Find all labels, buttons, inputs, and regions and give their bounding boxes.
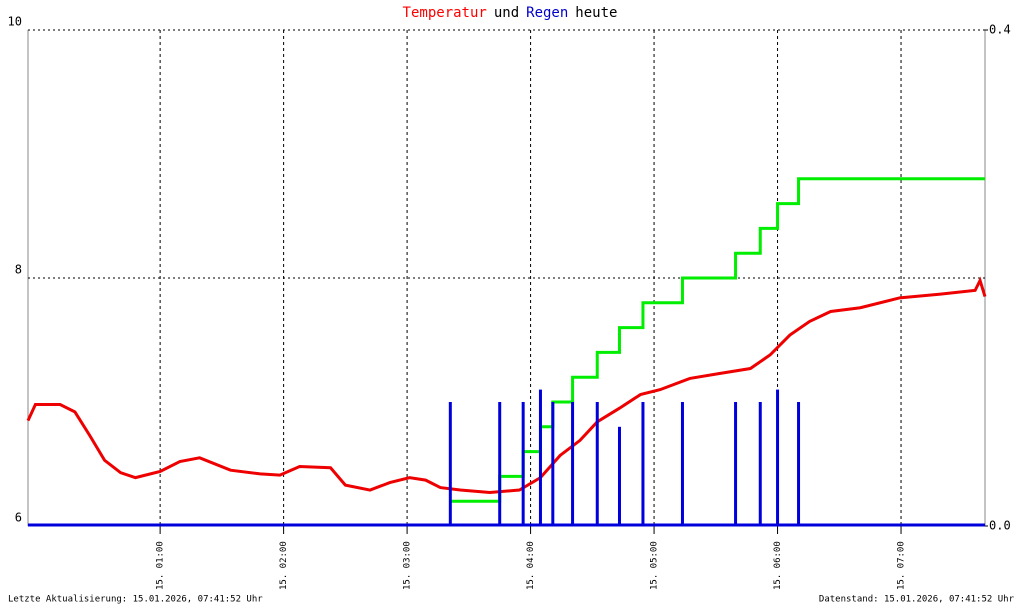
y2-tick-label: 0.4 [989,23,1011,37]
y-tick-label: 6 [15,511,22,525]
title-part: Regen [526,5,568,21]
bar [758,402,762,526]
bar [538,389,542,526]
bar [498,402,502,526]
title-part: heute [575,5,617,21]
x-tick-label: 15. 05:00 [650,541,660,590]
y-tick-label: 10 [8,15,22,29]
title-part: Temperatur [403,5,487,21]
footer-left: Letzte Aktualisierung: 15.01.2026, 07:41… [8,595,263,605]
x-tick-label: 15. 04:00 [526,541,536,590]
x-tick-label: 15. 06:00 [773,541,783,590]
bar [617,426,621,526]
bar [734,402,738,526]
bar [680,402,684,526]
y2-tick-label: 0.0 [989,519,1011,533]
title-part: und [494,5,519,21]
bar [595,402,599,526]
series-line [450,177,985,503]
bar [448,402,452,526]
x-tick-label: 15. 03:00 [403,541,413,590]
x-tick-label: 15. 02:00 [279,541,289,590]
bar [776,389,780,526]
series-line [26,276,987,495]
bar [641,402,645,526]
y-tick-label: 8 [15,263,22,277]
footer-right: Datenstand: 15.01.2026, 07:41:52 Uhr [819,595,1015,605]
bar [551,402,555,526]
bar [797,402,801,526]
x-tick-label: 15. 01:00 [156,541,166,590]
bar [571,402,575,526]
chart-title: Temperatur und Regen heute [403,5,618,21]
bar [521,402,525,526]
x-tick-label: 15. 07:00 [897,541,907,590]
